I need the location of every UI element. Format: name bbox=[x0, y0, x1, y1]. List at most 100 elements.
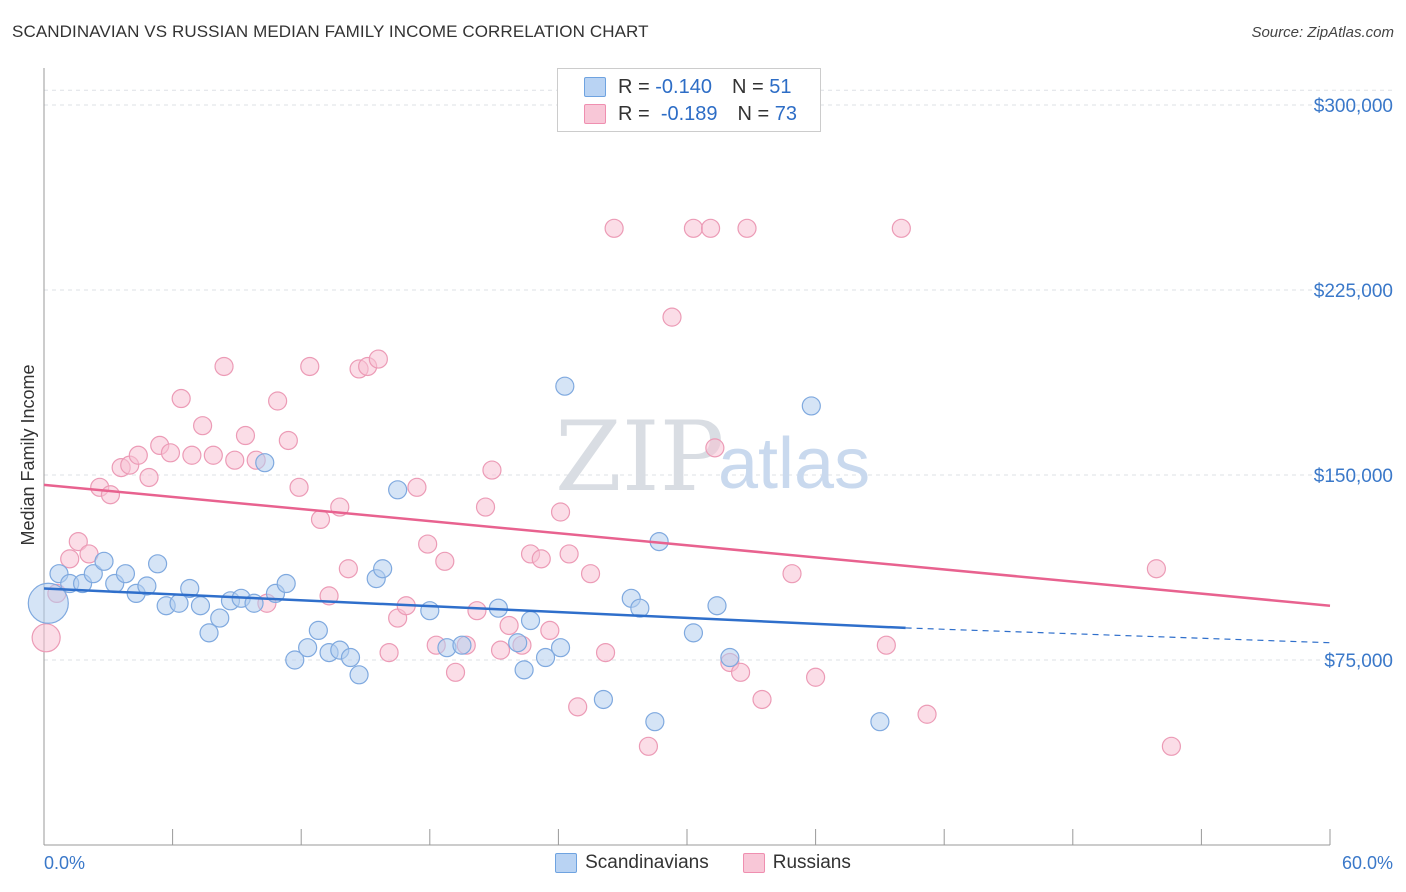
russian-point bbox=[338, 559, 358, 579]
scandinavian-point bbox=[555, 376, 575, 396]
russian-point bbox=[568, 697, 588, 717]
russians-trend-line bbox=[43, 483, 1331, 607]
russian-point bbox=[662, 307, 682, 327]
scandinavian-point bbox=[147, 554, 168, 574]
scandinavian-point bbox=[520, 610, 541, 631]
russian-point bbox=[139, 467, 159, 488]
legend-r-label: R = bbox=[618, 75, 650, 98]
series-legend-scandinavians[interactable]: Scandinavians bbox=[555, 852, 709, 874]
scandinavian-point bbox=[593, 689, 614, 710]
y-axis-label: Median Family Income bbox=[18, 364, 38, 545]
russian-point bbox=[531, 549, 551, 569]
russian-point bbox=[499, 615, 519, 636]
russian-point bbox=[580, 564, 601, 584]
scandinavian-point bbox=[373, 559, 393, 579]
russian-point bbox=[445, 662, 466, 682]
scandinavian-point bbox=[27, 582, 69, 624]
x-tick-label-max: 60.0% bbox=[1342, 853, 1393, 873]
legend-n-value: 51 bbox=[769, 75, 792, 98]
russian-point bbox=[490, 640, 511, 660]
scandinavian-point bbox=[94, 551, 114, 571]
y-tick-label: $75,000 bbox=[1324, 651, 1393, 672]
y-tick-label: $225,000 bbox=[1314, 281, 1393, 302]
series-label: Russians bbox=[772, 852, 851, 873]
russian-point bbox=[235, 425, 256, 446]
legend-swatch-pink bbox=[584, 104, 606, 124]
legend-n-label: N = bbox=[731, 75, 764, 98]
russian-point bbox=[368, 349, 388, 369]
legend-swatch-blue bbox=[584, 77, 606, 97]
scandinavian-point bbox=[308, 620, 328, 641]
scandinavian-point bbox=[210, 608, 230, 628]
correlation-legend: R = -0.140 N = 51 R = -0.189 N = 73 bbox=[557, 68, 821, 132]
trend-lines bbox=[43, 483, 1331, 644]
legend-n-value: 73 bbox=[774, 102, 798, 125]
russian-point bbox=[782, 564, 802, 584]
scandinavian-point bbox=[420, 601, 440, 621]
russian-point bbox=[705, 438, 725, 458]
scandinavian-point bbox=[452, 635, 472, 655]
russians-points bbox=[31, 218, 1181, 756]
series-legend: Scandinavians Russians bbox=[0, 852, 1406, 874]
scandinavian-point bbox=[535, 647, 556, 668]
russian-point bbox=[683, 218, 704, 238]
russian-point bbox=[128, 445, 148, 465]
scandinavian-point bbox=[255, 453, 275, 473]
russian-point bbox=[917, 704, 937, 724]
series-label: Scandinavians bbox=[585, 852, 709, 873]
y-tick-label: $300,000 bbox=[1314, 96, 1393, 117]
russian-point bbox=[278, 430, 298, 451]
scandinavian-point bbox=[630, 598, 650, 618]
scandinavian-point bbox=[707, 596, 727, 616]
scandinavian-point bbox=[190, 596, 211, 616]
russian-point bbox=[100, 485, 121, 505]
russian-point bbox=[1161, 736, 1181, 756]
russian-point bbox=[31, 623, 61, 653]
legend-row-russians: R = -0.189 N = 73 bbox=[584, 101, 797, 127]
russian-point bbox=[300, 356, 320, 377]
watermark: ZIP atlas bbox=[555, 401, 870, 513]
russian-point bbox=[730, 662, 751, 682]
scandinavian-point bbox=[514, 660, 534, 680]
russian-point bbox=[171, 388, 191, 409]
russian-point bbox=[752, 689, 772, 710]
russian-point bbox=[268, 391, 288, 411]
scandinavian-point bbox=[137, 576, 157, 596]
scandinavian-point bbox=[276, 573, 296, 594]
legend-n-label: N = bbox=[737, 102, 770, 125]
scandinavians-trend-line bbox=[43, 587, 906, 630]
scandinavian-point bbox=[550, 638, 571, 658]
russian-point bbox=[225, 450, 245, 470]
legend-r-value: -0.140 bbox=[655, 75, 712, 98]
russian-point bbox=[182, 445, 202, 465]
russian-point bbox=[876, 635, 896, 655]
scandinavian-point bbox=[115, 564, 136, 584]
scandinavian-point bbox=[720, 647, 740, 668]
russian-point bbox=[700, 218, 721, 238]
russian-point bbox=[418, 534, 438, 554]
russian-point bbox=[60, 549, 80, 569]
russian-point bbox=[550, 502, 571, 522]
scandinavian-point bbox=[199, 623, 219, 643]
russian-point bbox=[559, 544, 579, 564]
scandinavian-point bbox=[298, 638, 318, 658]
scandinavian-point bbox=[801, 396, 821, 416]
russian-point bbox=[638, 736, 659, 756]
russian-point bbox=[540, 620, 560, 641]
russian-point bbox=[805, 667, 826, 687]
series-legend-russians[interactable]: Russians bbox=[742, 852, 851, 874]
watermark-zip: ZIP bbox=[555, 401, 724, 513]
scandinavians-points bbox=[27, 376, 890, 732]
russian-point bbox=[604, 218, 624, 238]
russian-point bbox=[737, 218, 757, 238]
russian-point bbox=[475, 497, 496, 517]
russian-point bbox=[310, 509, 331, 530]
scandinavian-point bbox=[508, 633, 528, 653]
russian-point bbox=[482, 460, 502, 480]
y-tick-labels: $75,000 $150,000 $225,000 $300,000 bbox=[1314, 96, 1393, 672]
russian-point bbox=[289, 477, 309, 497]
russian-point bbox=[68, 531, 88, 552]
series-swatch-pink bbox=[742, 853, 765, 873]
russian-point bbox=[407, 477, 427, 497]
scandinavian-point bbox=[340, 647, 361, 668]
